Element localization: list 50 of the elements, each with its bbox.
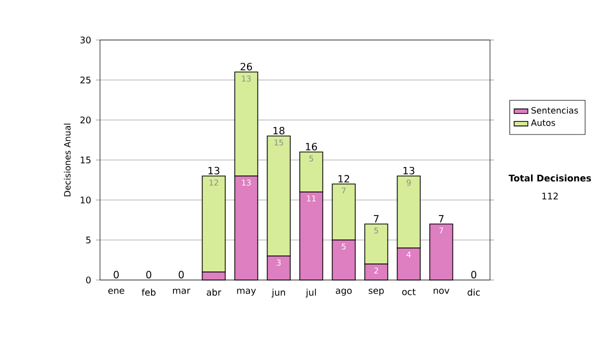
x-tick-label: abr [206,288,222,296]
data-label: 13 [242,76,251,82]
total-label: 7 [374,215,379,222]
data-label: 11 [307,196,316,202]
x-tick-label: feb [142,288,156,296]
x-tick-label: ene [108,288,124,294]
x-tick-label: may [237,288,256,296]
total-label: 0 [471,270,476,278]
data-label: 9 [406,180,411,186]
y-axis-title: Decisiones Anual [64,124,71,196]
y-tick-label: 15 [80,156,90,164]
x-tick-label: dic [468,288,480,296]
x-tick-label: jun [272,288,285,298]
y-tick-label: 30 [80,36,91,44]
data-label: 5 [309,156,314,162]
data-label: 3 [276,260,281,266]
text: Total Decisiones [508,174,591,182]
y-tick-label: 0 [86,276,91,284]
data-label: 13 [242,180,251,186]
total-label: 26 [240,62,252,70]
data-label: 4 [406,252,411,258]
y-tick-label: 5 [86,236,90,244]
x-tick-label: jul [306,288,316,298]
total-label: 16 [306,142,317,150]
y-tick-label: 25 [80,76,90,84]
x-tick-label: oct [402,288,416,296]
data-label: 5 [374,228,378,234]
total-label: 7 [438,215,444,222]
y-tick-label: 10 [80,196,91,204]
legend-label: Sentencias [531,106,578,114]
legend-label: Autos [530,120,556,126]
data-label: 5 [342,244,346,250]
total-label: 18 [274,126,284,134]
x-tick-label: mar [173,288,190,294]
y-tick-label: 20 [80,116,91,124]
data-label: 2 [374,268,378,274]
data-label: 7 [342,188,346,194]
x-tick-label: sep [368,288,384,296]
total-label: 13 [208,166,220,174]
x-tick-label: ago [336,288,352,296]
total-label: 12 [338,174,350,182]
total-label: 0 [178,270,184,278]
data-label: 15 [274,140,284,146]
data-label: 12 [210,180,218,186]
text: 112 [542,192,558,200]
total-label: 0 [146,270,152,278]
data-label: 7 [439,228,444,234]
x-tick-label: nov [434,288,450,294]
total-label: 13 [404,166,414,174]
total-label: 0 [114,270,119,278]
